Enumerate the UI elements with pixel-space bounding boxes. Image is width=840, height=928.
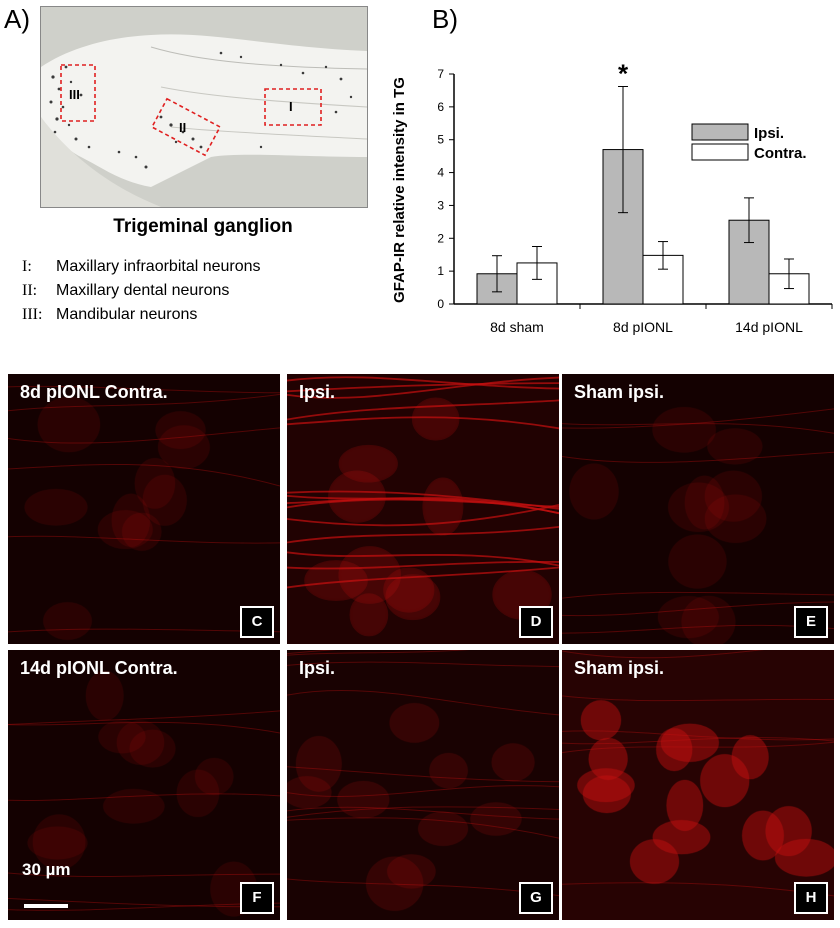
micrograph-label: Ipsi. — [299, 658, 336, 678]
panel-b-letter: B) — [432, 4, 458, 34]
y-tick-label: 3 — [437, 198, 444, 212]
micrograph-label: 14d pIONL Contra. — [20, 658, 178, 678]
legend-text: Maxillary infraorbital neurons — [56, 258, 261, 275]
legend-swatch-contra — [691, 143, 749, 161]
legend-region-i: I: Maxillary infraorbital neurons — [22, 258, 261, 276]
significance-star: * — [618, 58, 629, 88]
trigeminal-ganglion-photo: III II I — [40, 6, 368, 208]
legend-roman: II: — [22, 282, 38, 299]
micrograph-d: Ipsi. D — [287, 374, 559, 644]
ganglion-title: Trigeminal ganglion — [113, 216, 293, 237]
y-tick-label: 6 — [437, 100, 444, 114]
fluorescence-image — [562, 374, 834, 644]
legend-text: Maxillary dental neurons — [56, 282, 230, 299]
panel-a-letter: A) — [4, 4, 30, 34]
fluorescence-image — [8, 650, 280, 920]
micrograph-f: 14d pIONL Contra. F 30 µm — [8, 650, 280, 920]
micrograph-c: 8d pIONL Contra. C — [8, 374, 280, 644]
scale-bar — [24, 904, 68, 908]
x-tick-label: 8d pIONL — [613, 319, 673, 335]
x-tick-label: 14d pIONL — [735, 319, 803, 335]
region-i-box — [264, 88, 322, 126]
micrograph-g: Ipsi. G — [287, 650, 559, 920]
micrograph-letter: E — [794, 606, 828, 638]
y-tick-label: 0 — [437, 297, 444, 311]
ganglion-tissue-drawing: III II I — [41, 7, 367, 207]
micrograph-label: Ipsi. — [299, 382, 336, 402]
y-axis-label: GFAP-IR relative intensity in TG — [391, 77, 408, 303]
fluorescence-image — [8, 374, 280, 644]
micrograph-label: Sham ipsi. — [574, 382, 665, 402]
micrograph-e: Sham ipsi. E — [562, 374, 834, 644]
y-tick-label: 2 — [437, 231, 444, 245]
micrograph-label: Sham ipsi. — [574, 658, 665, 678]
legend-label-contra: Contra. — [754, 145, 807, 162]
y-tick-label: 7 — [437, 67, 444, 81]
legend-region-iii: III: Mandibular neurons — [22, 306, 197, 324]
y-tick-label: 4 — [437, 166, 444, 180]
scale-bar-label: 30 µm — [22, 860, 71, 879]
legend-roman: I: — [22, 258, 32, 275]
micrograph-letter: C — [240, 606, 274, 638]
micrograph-letter: H — [794, 882, 828, 914]
micrograph-label: 8d pIONL Contra. — [20, 382, 168, 402]
neuron-dots — [49, 51, 353, 169]
micrograph-letter: D — [519, 606, 553, 638]
region-i-label: I — [289, 99, 293, 114]
region-iii-box — [60, 64, 96, 122]
fluorescence-image — [287, 650, 559, 920]
legend-swatch-ipsi — [691, 123, 749, 141]
region-iii-label: III — [69, 87, 80, 102]
micrograph-letter: F — [240, 882, 274, 914]
y-tick-label: 1 — [437, 264, 444, 278]
x-tick-label: 8d sham — [490, 319, 544, 335]
y-tick-label: 5 — [437, 133, 444, 147]
micrograph-letter: G — [519, 882, 553, 914]
legend-text: Mandibular neurons — [56, 306, 198, 323]
legend-roman: III: — [22, 306, 43, 323]
legend-label-ipsi: Ipsi. — [754, 125, 784, 142]
micrograph-h: Sham ipsi. H — [562, 650, 834, 920]
fluorescence-image — [287, 374, 559, 644]
gfap-bar-chart: GFAP-IR relative intensity in TG 0 1 2 3 4 5 6… — [391, 58, 833, 335]
region-ii-label: II — [179, 120, 186, 135]
legend-region-ii: II: Maxillary dental neurons — [22, 282, 229, 300]
fluorescence-image — [562, 650, 834, 920]
